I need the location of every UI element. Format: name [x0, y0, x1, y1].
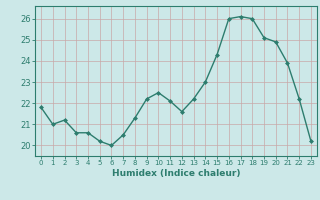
X-axis label: Humidex (Indice chaleur): Humidex (Indice chaleur)	[112, 169, 240, 178]
